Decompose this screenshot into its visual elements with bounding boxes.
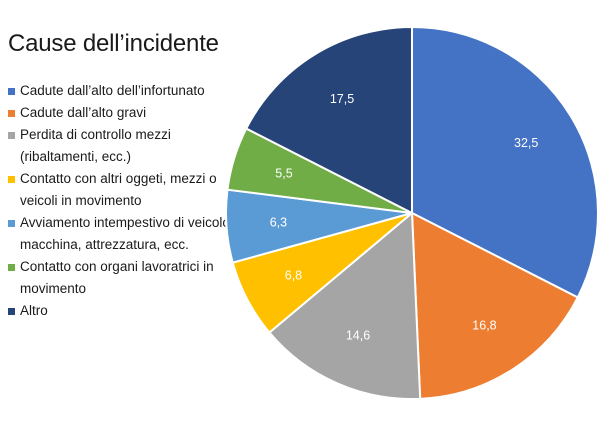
slice-data-label: 14,6 [346, 329, 370, 343]
pie-slice [411, 25, 599, 299]
legend-swatch [8, 110, 15, 117]
pie-slice [268, 210, 422, 400]
legend-item: Perdita di controllo mezzi (ribaltamenti… [8, 124, 244, 168]
legend-label: Contatto con organi lavoratrici in movim… [20, 259, 214, 296]
slice-data-label: 17,5 [330, 92, 354, 106]
legend-label: Avviamento intempestivo di veicolo, macc… [20, 215, 234, 252]
legend-item: Contatto con organi lavoratrici in movim… [8, 256, 244, 300]
legend-label: Cadute dall’alto gravi [20, 105, 147, 120]
slice-data-label: 5,5 [275, 167, 292, 181]
legend-swatch [8, 264, 15, 271]
legend-item: Avviamento intempestivo di veicolo, macc… [8, 212, 244, 256]
legend-item: Cadute dall’alto gravi [8, 102, 244, 124]
legend-swatch [8, 308, 15, 315]
legend-swatch [8, 88, 15, 95]
pie-slice [244, 25, 413, 215]
legend-label: Contatto con altri oggeti, mezzi o veico… [20, 171, 217, 208]
chart-title: Cause dell’incidente [8, 30, 219, 57]
slice-data-label: 32,5 [514, 136, 538, 150]
legend-item: Cadute dall’alto dell’infortunato [8, 80, 244, 102]
legend-label: Altro [20, 303, 48, 318]
slice-data-label: 6,8 [285, 268, 302, 282]
legend-label: Cadute dall’alto dell’infortunato [20, 83, 205, 98]
legend-label: Perdita di controllo mezzi (ribaltamenti… [20, 127, 171, 164]
slice-data-label: 6,3 [270, 216, 287, 230]
legend-swatch [8, 176, 15, 183]
legend-item: Altro [8, 300, 244, 322]
legend-item: Contatto con altri oggeti, mezzi o veico… [8, 168, 244, 212]
slice-data-label: 16,8 [472, 319, 496, 333]
legend-swatch [8, 220, 15, 227]
chart-legend: Cadute dall’alto dell’infortunato Cadute… [8, 80, 244, 322]
pie-slice [410, 211, 580, 400]
legend-swatch [8, 132, 15, 139]
